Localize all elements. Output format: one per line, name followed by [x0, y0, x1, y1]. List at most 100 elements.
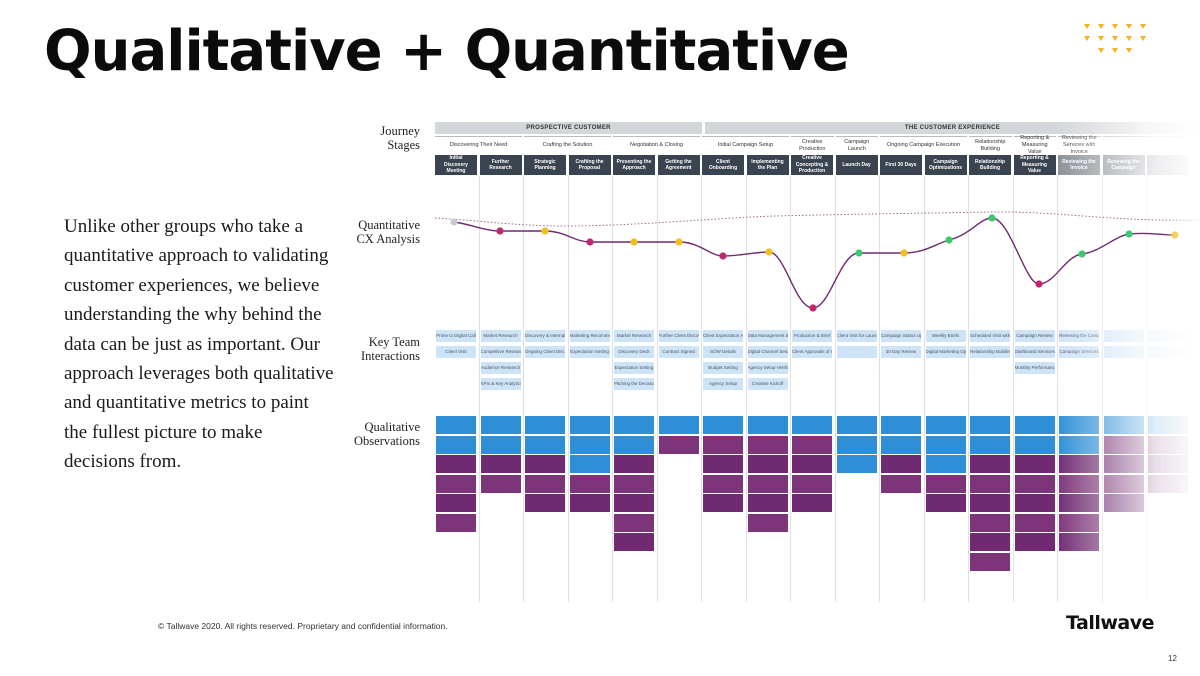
observation-card [703, 455, 743, 473]
observation-card [614, 533, 654, 551]
observation-card [569, 435, 610, 454]
row-label-qual: Qualitative Observations [354, 420, 420, 448]
footer-copyright: © Tallwave 2020. All rights reserved. Pr… [158, 621, 448, 631]
observation-card [436, 474, 476, 493]
team-interaction-box: 30 Day Review [881, 346, 921, 358]
observation-card [792, 494, 832, 512]
team-interaction-box: Relationship Building [970, 346, 1010, 358]
observation-card [525, 416, 565, 434]
observation-card [436, 416, 476, 434]
team-interaction-box: Contract Signed [658, 346, 699, 358]
stage-group-label: Negotiation & Closing [613, 136, 700, 154]
journey-stage: Further Research [479, 155, 522, 175]
observation-card [747, 474, 788, 493]
cx-point [945, 236, 953, 244]
team-interaction-box: Creative Kickoff [747, 378, 788, 390]
journey-stage: Client Onboarding [702, 155, 744, 175]
column-divider [790, 176, 791, 602]
cx-analysis-curve [434, 200, 1200, 320]
team-interaction-box: Further Client Discovery [658, 330, 699, 342]
team-interaction-box: Campaign Review [1014, 330, 1055, 342]
observation-card [1014, 533, 1055, 551]
journey-stage: Creative Concepting & Production [791, 155, 833, 175]
observation-card [1014, 416, 1055, 434]
row-label-quant: Quantitative CX Analysis [356, 218, 420, 246]
fade-overlay [1055, 122, 1200, 602]
journey-stage: Presenting the Approach [613, 155, 655, 175]
page-number: 12 [1168, 654, 1177, 663]
observation-card [970, 435, 1010, 454]
observation-card [569, 455, 610, 473]
cx-point [675, 238, 683, 246]
stage-group-label: Reporting & Measuring Value [1013, 135, 1056, 155]
journey-stage: Crafting the Proposal [568, 155, 611, 175]
observation-card [747, 494, 788, 512]
observation-card [525, 455, 565, 473]
stage-group-label: Creative Production [791, 136, 834, 154]
team-interaction-box: Market Research [614, 330, 654, 342]
observation-card [970, 474, 1010, 493]
team-interaction-box: Agency Setup [703, 378, 743, 390]
cx-point [809, 304, 817, 312]
stage-group-label: Crafting the Solution [524, 136, 611, 154]
team-interaction-box: Expectation Setting [569, 346, 610, 358]
observation-card [925, 494, 966, 512]
journey-map: PROSPECTIVE CUSTOMER THE CUSTOMER EXPERI… [435, 122, 1200, 602]
cx-point [450, 218, 458, 226]
team-interaction-box: Prime to Digital Call [436, 330, 476, 342]
observation-card [480, 474, 521, 493]
column-divider [567, 176, 569, 602]
observation-card [703, 474, 743, 493]
column-divider [478, 176, 480, 602]
team-interaction-box: Competitive Research [480, 346, 521, 358]
observation-card [614, 474, 654, 493]
journey-stage: Initial Discovery Meeting [435, 155, 477, 175]
observation-card [925, 416, 966, 434]
team-interaction-box: Scheduled Visit with the Agency [970, 330, 1010, 342]
cx-point [855, 249, 863, 257]
stage-group-label: Initial Campaign Setup [702, 136, 789, 154]
observation-card [436, 455, 476, 473]
observation-card [1014, 494, 1055, 512]
observation-card [792, 416, 832, 434]
page-title: Qualitative + Quantitative [44, 19, 850, 84]
tallwave-logo: Tallwave [1066, 612, 1155, 634]
observation-card [970, 416, 1010, 434]
journey-stage: Strategic Planning [524, 155, 566, 175]
observation-card [1014, 455, 1055, 473]
cx-point [900, 249, 908, 257]
observation-card [836, 435, 877, 454]
team-interaction-box: Digital Channel Setup [747, 346, 788, 358]
observation-card [792, 455, 832, 473]
column-divider [968, 176, 969, 602]
column-divider [612, 176, 613, 602]
team-interaction-box: Dashboard Services [1014, 346, 1055, 358]
team-interaction-box: Client Visit for Launch Day [836, 330, 877, 342]
team-interaction-box: SOW Details [703, 346, 743, 358]
observation-card [614, 435, 654, 454]
observation-card [436, 513, 476, 532]
stage-group-label: Relationship Building [969, 136, 1012, 154]
column-divider [523, 176, 524, 602]
column-divider [834, 176, 836, 602]
team-interaction-box: Digital Marketing Optimizations [925, 346, 966, 358]
column-divider [923, 176, 925, 602]
observation-card [970, 494, 1010, 512]
team-interaction-box: Discovery & Internal Planning [525, 330, 565, 342]
team-interaction-box: Client Visit [436, 346, 476, 358]
team-interaction-box: Client Approvals of Creative [792, 346, 832, 358]
observation-card [970, 455, 1010, 473]
observation-card [1014, 435, 1055, 454]
observation-card [569, 474, 610, 493]
team-interaction-box: Discovery Deck [614, 346, 654, 358]
observation-card [480, 455, 521, 473]
column-divider [701, 176, 702, 602]
observation-card [480, 435, 521, 454]
observation-card [614, 416, 654, 434]
journey-stage: Getting the Agreement [657, 155, 700, 175]
column-divider [745, 176, 747, 602]
team-interaction-box: Monthly Performance Review [1014, 362, 1055, 374]
observation-card [569, 416, 610, 434]
team-interaction-box: Data Management & Traffic [747, 330, 788, 342]
stage-group-label: Campaign Launch [835, 136, 878, 154]
